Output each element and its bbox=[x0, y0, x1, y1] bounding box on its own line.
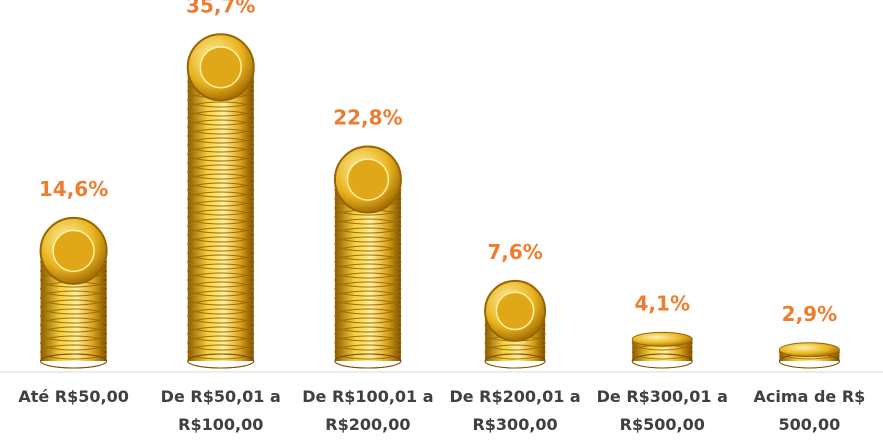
coin-stack bbox=[778, 342, 840, 369]
coin-edge bbox=[187, 290, 255, 306]
coin-edge bbox=[187, 155, 255, 171]
coin-edge bbox=[187, 281, 255, 297]
value-label: 35,7% bbox=[186, 0, 255, 17]
coin-edge bbox=[334, 317, 402, 333]
coin-edge bbox=[334, 344, 402, 360]
stack-bottom bbox=[484, 353, 546, 369]
coin-edge bbox=[187, 272, 255, 288]
coin-edge bbox=[187, 110, 255, 126]
coin-edge bbox=[40, 344, 108, 360]
coin-edge bbox=[187, 146, 255, 162]
coin-edge bbox=[187, 128, 255, 144]
coin-edge bbox=[187, 137, 255, 153]
coin-edge bbox=[187, 236, 255, 252]
coin-top bbox=[778, 342, 840, 358]
coin-edge bbox=[187, 299, 255, 315]
coin-edge bbox=[187, 218, 255, 234]
coin-edge bbox=[187, 200, 255, 216]
coin-edge bbox=[334, 290, 402, 306]
coin-edge bbox=[334, 236, 402, 252]
coin-edge bbox=[334, 299, 402, 315]
coin-stack bbox=[484, 279, 547, 369]
coin-edge bbox=[187, 254, 255, 270]
coin-stack bbox=[186, 33, 255, 369]
coin-inner bbox=[495, 291, 535, 331]
coin-edge bbox=[334, 263, 402, 279]
coin-edge bbox=[334, 335, 402, 351]
x-tick-label: De R$50,01 a R$100,00 bbox=[160, 387, 281, 434]
coin-edge bbox=[187, 245, 255, 261]
coin-top bbox=[631, 331, 693, 347]
coin-inner bbox=[346, 158, 390, 201]
coin-edge bbox=[187, 263, 255, 279]
coin-edge bbox=[334, 245, 402, 261]
coin-edge bbox=[40, 335, 108, 351]
coin-edge bbox=[484, 344, 546, 360]
coin-edge bbox=[40, 317, 108, 333]
x-tick-label: Até R$50,00 bbox=[18, 387, 129, 406]
coin-edge bbox=[334, 272, 402, 288]
coin-edge bbox=[187, 164, 255, 180]
coin-edge bbox=[187, 101, 255, 117]
value-label: 4,1% bbox=[635, 291, 690, 315]
coin-edge bbox=[187, 335, 255, 351]
stack-bottom bbox=[40, 353, 108, 369]
stack-bottom bbox=[334, 353, 402, 369]
x-tick-label: De R$100,01 a R$200,00 bbox=[302, 387, 434, 434]
value-label: 7,6% bbox=[487, 240, 542, 264]
coin-edge bbox=[334, 326, 402, 342]
coin-edge bbox=[187, 173, 255, 189]
coin-edge bbox=[187, 209, 255, 225]
stack-bottom bbox=[631, 353, 693, 369]
coin-edge bbox=[334, 227, 402, 243]
coin-edge bbox=[40, 308, 108, 324]
coin-edge bbox=[40, 290, 108, 306]
stack-bottom bbox=[187, 353, 255, 369]
coin-edge bbox=[334, 254, 402, 270]
coin-edge bbox=[334, 218, 402, 234]
value-label: 14,6% bbox=[39, 177, 108, 201]
coin-edge bbox=[187, 308, 255, 324]
coin-inner bbox=[52, 229, 95, 273]
coin-stack bbox=[39, 216, 108, 369]
x-tick-label: De R$200,01 a R$300,00 bbox=[449, 387, 581, 434]
coin-edge bbox=[187, 326, 255, 342]
x-tick-label: Acima de R$ 500,00 bbox=[753, 387, 866, 434]
value-label: 22,8% bbox=[333, 106, 402, 130]
coin-inner bbox=[199, 46, 242, 89]
coin-edge bbox=[334, 308, 402, 324]
x-tick-label: De R$300,01 a R$500,00 bbox=[596, 387, 728, 434]
coin-stack bbox=[333, 145, 402, 369]
coin-edge bbox=[187, 344, 255, 360]
coin-edge bbox=[187, 119, 255, 135]
coin-edge bbox=[187, 227, 255, 243]
coin-edge bbox=[187, 317, 255, 333]
coin-edge bbox=[40, 299, 108, 315]
coin-edge bbox=[187, 182, 255, 198]
coin-edge bbox=[334, 281, 402, 297]
value-label: 2,9% bbox=[782, 302, 837, 326]
coin-stack bbox=[631, 331, 693, 369]
coin-edge bbox=[40, 326, 108, 342]
coin-edge bbox=[187, 191, 255, 207]
